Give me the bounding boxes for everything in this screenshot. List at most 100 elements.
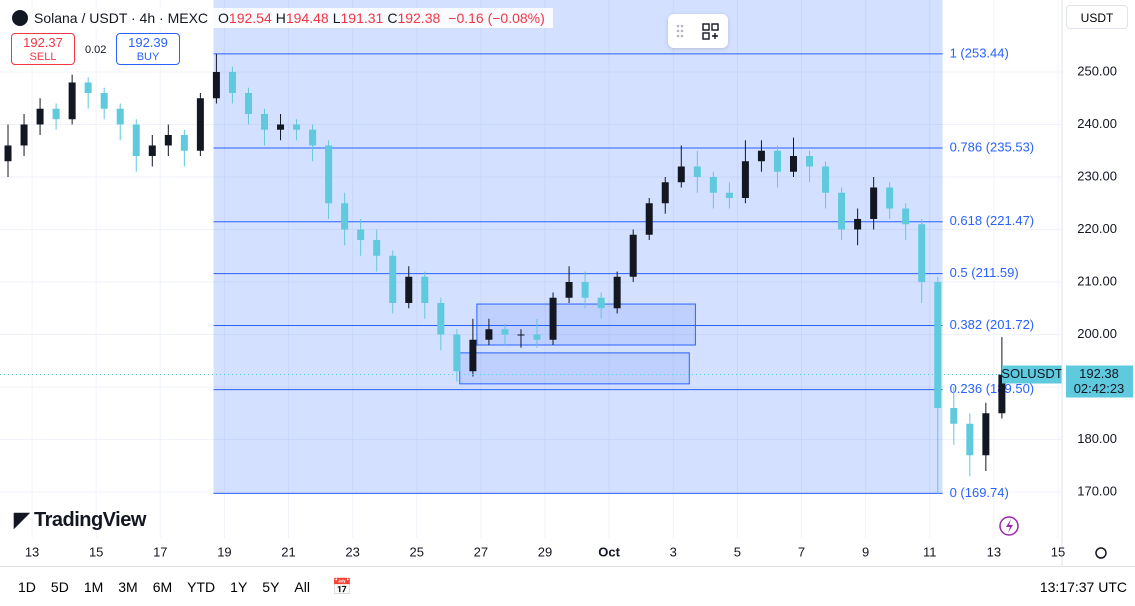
candle-body: [325, 145, 333, 204]
x-tick-label: 19: [217, 544, 231, 559]
symbol-legend: Solana / USDT · 4h · MEXC O192.54 H194.48…: [8, 8, 553, 28]
ohlc: O192.54 H194.48 L191.31 C192.38: [218, 10, 444, 26]
zone-box: [476, 303, 696, 346]
ohlc-letter: O: [218, 10, 229, 26]
spread: 0.02: [85, 44, 107, 56]
candle-body: [212, 71, 220, 99]
y-tick-label: 180.00: [1077, 431, 1117, 446]
drawing-toolbar[interactable]: [668, 14, 728, 48]
candle-body: [20, 124, 28, 146]
x-tick-label: Oct: [598, 544, 620, 559]
candle-body: [822, 166, 830, 193]
candle-body: [36, 108, 44, 125]
date-range-icon[interactable]: 📅: [331, 578, 352, 596]
candle-body: [757, 150, 765, 162]
y-tick-label: 240.00: [1077, 116, 1117, 131]
buy-button[interactable]: 192.39 BUY: [116, 33, 180, 65]
candle-body: [389, 255, 397, 303]
candle-body: [84, 82, 92, 93]
x-tick-label: 15: [89, 544, 103, 559]
range-button[interactable]: 6M: [152, 578, 173, 595]
fib-label: 0 (169.74): [950, 485, 1009, 500]
candle-body: [597, 297, 605, 309]
x-tick-label: 9: [862, 544, 869, 559]
ohlc-letter: L: [332, 10, 341, 26]
range-button[interactable]: 1Y: [230, 578, 248, 595]
candle-body: [148, 145, 156, 156]
range-button[interactable]: All: [294, 578, 310, 595]
candle-body: [405, 276, 413, 303]
candle-body: [533, 334, 541, 340]
candle-body: [645, 203, 653, 235]
x-tick-label: 27: [474, 544, 488, 559]
candle-body: [52, 108, 60, 120]
candle-body: [806, 155, 814, 167]
fib-label: 0.786 (235.53): [950, 139, 1035, 154]
candle-body: [421, 276, 429, 303]
y-tick-label: 170.00: [1077, 483, 1117, 498]
candle-body: [164, 134, 172, 146]
price-axis: [1062, 0, 1135, 566]
range-button[interactable]: 1D: [18, 578, 36, 595]
ohlc-letter: C: [387, 10, 398, 26]
sell-button[interactable]: 192.37 SELL: [11, 33, 75, 65]
x-tick-label: 13: [987, 544, 1001, 559]
candle-body: [517, 334, 525, 336]
x-tick-label: 25: [410, 544, 424, 559]
range-button[interactable]: 3M: [118, 578, 138, 595]
candle-body: [277, 124, 285, 130]
candle-body: [549, 297, 557, 340]
x-tick-label: 3: [670, 544, 677, 559]
candle-body: [485, 329, 493, 340]
ohlc-value: 191.31: [340, 10, 384, 26]
candle-body: [725, 192, 733, 198]
candle-body: [228, 71, 236, 93]
candle-body: [501, 329, 509, 335]
ohlc-value: 192.54: [228, 10, 272, 26]
candle-body: [741, 161, 749, 198]
candle-body: [677, 166, 685, 183]
chart: 1 (253.44) 0.786 (235.53) 0.618 (221.47) 0.…: [0, 0, 1135, 566]
fib-label: 1 (253.44): [950, 45, 1009, 60]
currency-select[interactable]: USDT: [1066, 5, 1128, 29]
fib-label: 0.382 (201.72): [950, 317, 1035, 332]
symbol-icon: [12, 10, 28, 26]
candle-body: [565, 281, 573, 298]
candle-body: [4, 145, 12, 162]
logo: ◤ TradingView: [14, 509, 146, 531]
candle-body: [244, 92, 252, 114]
range-button[interactable]: 1M: [83, 578, 104, 595]
candle-body: [918, 224, 926, 282]
range-button[interactable]: YTD: [187, 578, 216, 595]
x-tick-label: 11: [923, 544, 937, 559]
x-tick-label: 7: [798, 544, 805, 559]
zone-box: [459, 352, 690, 385]
candle-body: [341, 203, 349, 230]
alert-icon: [999, 516, 1019, 536]
ohlc-letter: H: [275, 10, 286, 26]
settings-icon[interactable]: [1095, 547, 1107, 559]
candle-body: [886, 187, 894, 209]
range-button[interactable]: 5D: [50, 578, 69, 595]
candle-body: [180, 134, 188, 151]
fib-label: 0.5 (211.59): [950, 265, 1019, 280]
candle-body: [437, 302, 445, 335]
candle-body: [789, 155, 797, 172]
x-tick-label: 15: [1051, 544, 1065, 559]
candle-body: [100, 92, 108, 109]
ticker-label: SOLUSDT: [1001, 366, 1062, 381]
candle-body: [934, 281, 942, 409]
candle-body: [373, 239, 381, 256]
range-button[interactable]: 5Y: [262, 578, 280, 595]
candle-body: [998, 374, 1006, 414]
change: −0.16 (−0.08%): [448, 10, 545, 26]
candle-body: [902, 208, 910, 225]
fib-label: 0.618 (221.47): [950, 213, 1035, 228]
fib-label: 0.236 (189.50): [950, 381, 1035, 396]
candle-body: [613, 276, 621, 309]
bottom-toolbar: 1D 5D 1M 3M 6M YTD 1Y 5Y All 📅 13:17:37 UTC: [0, 566, 1135, 606]
range-buttons: 1D 5D 1M 3M 6M YTD 1Y 5Y All: [2, 579, 310, 595]
x-tick-label: 5: [734, 544, 741, 559]
x-tick-label: 23: [345, 544, 359, 559]
candle-body: [293, 124, 301, 130]
